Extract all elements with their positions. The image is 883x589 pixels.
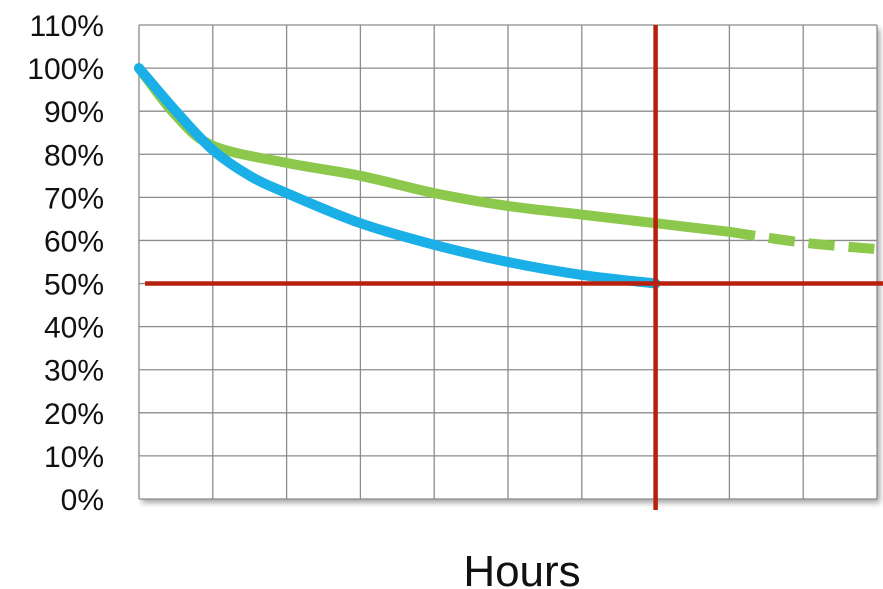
y-axis-tick-labels: 0% 10% 20% 30% 40% 50% 60% 70% 80% 90% 100% 110% <box>27 10 104 517</box>
green-series-line-dashed <box>728 226 878 255</box>
y-tick-label: 30% <box>44 355 104 388</box>
y-tick-label: 110% <box>29 10 104 43</box>
y-tick-label: 0% <box>61 484 104 517</box>
y-tick-label: 70% <box>44 182 104 215</box>
y-tick-label: 20% <box>44 398 104 431</box>
gridlines <box>138 24 878 500</box>
y-tick-label: 50% <box>44 269 104 302</box>
x-axis-title: Hours <box>463 547 580 589</box>
y-tick-label: 90% <box>44 96 104 129</box>
series-lines <box>134 63 878 289</box>
y-tick-label: 10% <box>44 441 104 474</box>
blue-series-line <box>134 63 661 289</box>
y-tick-label: 60% <box>44 225 104 258</box>
y-tick-label: 40% <box>44 312 104 345</box>
reference-lines <box>145 25 883 510</box>
y-tick-label: 100% <box>27 53 104 86</box>
y-tick-label: 80% <box>44 139 104 172</box>
